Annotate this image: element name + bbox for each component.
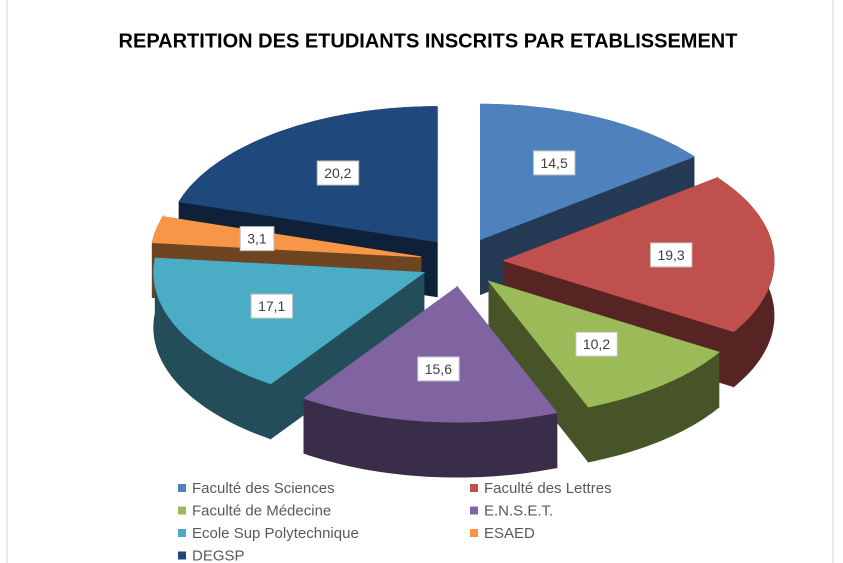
slice	[178, 106, 438, 243]
slice	[151, 216, 421, 258]
data-label: 15,6	[425, 361, 452, 377]
chart-title: REPARTITION DES ETUDIANTS INSCRITS PAR E…	[119, 30, 738, 52]
legend-label: Faculté des Lettres	[484, 480, 612, 497]
legend-swatch	[178, 551, 186, 560]
data-label: 3,1	[247, 231, 267, 247]
legend-label: Ecole Sup Polytechnique	[192, 525, 359, 542]
data-label: 20,2	[324, 165, 351, 181]
data-label-box	[575, 331, 618, 357]
data-label: 19,3	[657, 247, 684, 263]
slice	[502, 177, 775, 333]
data-label-box	[239, 226, 275, 252]
legend-label: Faculté de Médecine	[192, 502, 331, 519]
legend-swatch	[470, 529, 478, 537]
data-label: 17,1	[258, 298, 285, 314]
legend-label: Faculté des Sciences	[192, 480, 335, 497]
data-label-box	[532, 150, 576, 176]
slice	[153, 257, 426, 385]
legend-label: ESAED	[484, 525, 535, 542]
slice	[480, 103, 695, 241]
legend-swatch	[178, 484, 186, 492]
data-label: 10,2	[583, 336, 610, 352]
slice	[303, 286, 558, 423]
legend-swatch	[178, 529, 186, 537]
data-label: 14,5	[540, 155, 567, 171]
data-label-box	[649, 242, 693, 268]
legend-swatch	[178, 506, 186, 515]
legend-swatch	[470, 484, 478, 492]
legend-swatch	[470, 506, 478, 515]
legend-label: E.N.S.E.T.	[484, 502, 553, 519]
legend-label: DEGSP	[192, 547, 245, 563]
data-label-box	[417, 356, 460, 382]
data-label-box	[250, 293, 294, 319]
data-label-box	[316, 160, 360, 186]
